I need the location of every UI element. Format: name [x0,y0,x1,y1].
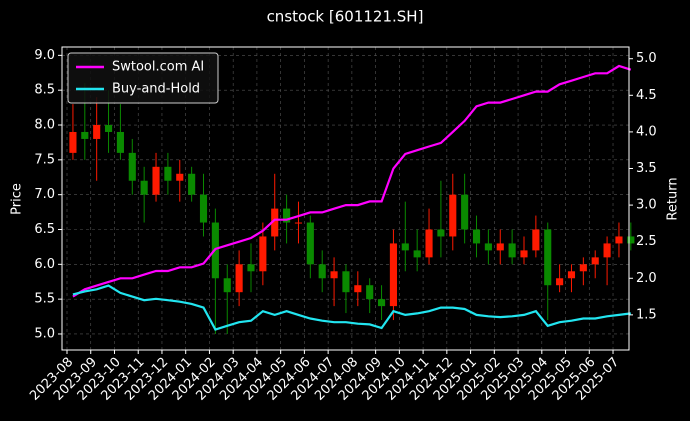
y2-tick-label: 3.5 [636,161,657,176]
candle-body [318,264,326,279]
y-tick-label: 6.0 [34,257,55,272]
candle-body [140,180,148,195]
candle-body [342,271,350,293]
candle-body [93,125,101,139]
candle-body [377,299,386,307]
candle-body [199,194,208,223]
candle-body [496,243,504,251]
candle-body [389,243,397,307]
candle-body [223,278,231,293]
legend-box [67,52,219,104]
candle-body [81,131,89,139]
y-tick-label: 5.0 [34,326,55,341]
candle-body [259,236,267,272]
legend-label: Swtool.com AI [112,60,204,75]
candle-body [116,131,124,153]
candle-body [69,131,77,153]
series-line [72,284,631,331]
candle-body [104,125,113,132]
candle-body [472,229,481,244]
y2-tick-label: 1.5 [636,307,657,322]
candle-body [615,236,623,244]
candle-body [235,264,243,293]
candle-body [128,152,136,181]
candle-body [188,173,196,195]
y-tick-label: 6.5 [34,222,55,237]
candle-body [366,285,374,300]
candle-body [306,222,314,265]
y2-axis-label: Return [666,177,681,220]
y-tick-label: 8.5 [34,83,55,98]
y-axis-label: Price [10,183,25,215]
y2-tick-label: 2.0 [636,271,657,286]
candle-body [591,257,599,265]
series-line [72,64,632,298]
candle-body [579,264,587,272]
candle-body [556,278,564,286]
candle-body [532,229,540,251]
y-tick-label: 5.5 [34,292,55,307]
y-tick-label: 7.0 [34,187,55,202]
candle-body [247,264,255,272]
candle-body [413,250,421,258]
candle-body [425,229,433,258]
candle-body [176,173,184,181]
candle-body [271,208,279,237]
candle-body [152,166,160,195]
candle-body [294,222,303,224]
candle-body [401,243,409,251]
y2-tick-label: 4.0 [636,124,657,139]
y2-tick-label: 5.0 [636,51,657,66]
chart-title: cnstock [601121.SH] [267,8,424,26]
candle-body [283,208,291,223]
candle-body [330,271,338,279]
candle-body [164,166,172,181]
y2-tick-label: 4.5 [636,88,657,103]
candle-body [484,243,492,251]
candle-body [354,285,362,293]
y2-tick-label: 2.5 [636,234,657,249]
candle-body [603,243,611,258]
candle-body [508,243,516,258]
candle-body [520,250,528,258]
candle-body [567,271,576,279]
candle-body [449,194,457,237]
candle-body [437,229,445,237]
plot-frame [61,46,630,351]
y-tick-label: 7.5 [34,152,55,167]
y-tick-label: 8.0 [34,118,55,133]
candle-body [461,194,469,230]
candle-body [544,229,552,286]
candle-body [627,236,635,244]
y2-tick-label: 3.0 [636,198,657,213]
legend-label: Buy-and-Hold [112,82,200,97]
y-tick-label: 9.0 [34,48,55,63]
